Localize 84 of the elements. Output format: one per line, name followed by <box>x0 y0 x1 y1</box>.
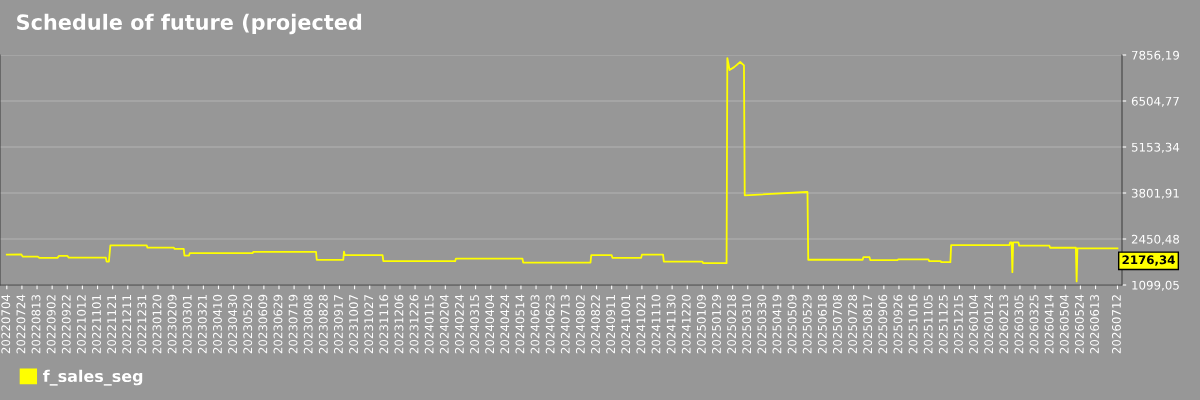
y-tick-label: 2450,48 <box>1131 234 1180 245</box>
x-tick-label: 20240802 <box>575 295 585 354</box>
y-tick-label: 5153,34 <box>1131 142 1180 153</box>
x-tick-label: 20250129 <box>712 294 721 354</box>
x-tick-label: 20220902 <box>46 295 56 354</box>
y-tick-label: 1099,05 <box>1132 280 1179 291</box>
x-tick-label: 20260524 <box>1074 294 1084 354</box>
x-tick-label: 20240315 <box>470 295 479 354</box>
x-tick-label: 20231027 <box>364 295 374 354</box>
x-tick-label: 20260325 <box>1029 295 1039 354</box>
x-tick-label: 20250509 <box>787 294 797 354</box>
x-tick-label: 20221101 <box>92 295 101 354</box>
x-tick-label: 20241021 <box>636 295 646 354</box>
x-tick-label: 20250708 <box>832 294 842 354</box>
x-tick-label: 20240514 <box>515 294 525 354</box>
x-tick-label: 20231226 <box>409 294 419 354</box>
x-tick-label: 20230719 <box>288 294 298 354</box>
x-tick-label: 20221012 <box>76 295 86 354</box>
x-tick-label: 20250817 <box>863 295 873 354</box>
x-tick-label: 20260213 <box>999 294 1009 354</box>
x-tick-label: 20260712 <box>1111 295 1121 354</box>
x-tick-label: 20250728 <box>848 294 858 354</box>
x-tick-label: 20230209 <box>167 294 177 354</box>
x-tick-label: 20220813 <box>31 294 41 354</box>
x-tick-label: 20250529 <box>802 294 812 354</box>
x-tick-label: 20260504 <box>1059 294 1069 354</box>
x-tick-label: 20250310 <box>742 294 752 354</box>
x-tick-label: 20240115 <box>424 295 434 354</box>
y-tick-label: 3801,91 <box>1131 188 1179 199</box>
x-tick-label: 20221211 <box>122 295 132 354</box>
chart-title: Schedule of future (projected <box>17 13 362 35</box>
x-tick-label: 20220724 <box>16 294 26 354</box>
y-tick-label: 7856,19 <box>1132 50 1180 61</box>
x-tick-label: 20240404 <box>485 294 495 354</box>
x-tick-label: 20221121 <box>107 295 117 354</box>
x-tick-label: 20251105 <box>923 295 933 354</box>
x-tick-label: 20230410 <box>213 294 222 354</box>
x-tick-label: 20231116 <box>379 294 389 354</box>
x-tick-label: 20240204 <box>439 294 449 354</box>
x-tick-label: 20251215 <box>953 295 963 354</box>
x-tick-label: 20250906 <box>878 294 888 354</box>
x-tick-label: 20230321 <box>197 295 207 354</box>
x-tick-label: 20240713 <box>560 294 570 354</box>
annotation: 2176,34 <box>1122 255 1175 266</box>
legend-label: f_sales_seg <box>43 369 143 386</box>
x-tick-label: 20230609 <box>258 294 268 354</box>
x-tick-label: 20250926 <box>893 294 903 354</box>
x-tick-label: 20230120 <box>152 294 162 354</box>
x-tick-label: 20241130 <box>666 294 676 354</box>
x-tick-label: 20221231 <box>137 295 147 354</box>
x-tick-label: 20250618 <box>817 294 827 354</box>
line-series <box>5 57 1119 283</box>
x-tick-label: 20240623 <box>545 294 555 354</box>
x-tick-label: 20241220 <box>681 294 691 354</box>
x-tick-label: 20230430 <box>228 294 238 354</box>
x-tick-label: 20220922 <box>61 295 71 354</box>
x-tick-label: 20250419 <box>772 294 782 354</box>
x-tick-label: 20260124 <box>984 294 994 354</box>
x-tick-label: 20231206 <box>394 294 404 354</box>
x-tick-label: 20240224 <box>454 294 464 354</box>
x-tick-label: 20251125 <box>938 295 948 354</box>
x-tick-label: 20241001 <box>621 295 631 354</box>
x-tick-label: 20241110 <box>651 294 661 354</box>
x-tick-label: 20240424 <box>500 294 510 354</box>
x-tick-label: 20250218 <box>727 294 737 354</box>
x-tick-label: 20230301 <box>182 295 192 354</box>
x-tick-label: 20250109 <box>696 294 706 354</box>
x-tick-label: 20220704 <box>1 294 11 354</box>
x-tick-label: 20251016 <box>908 294 918 354</box>
x-tick-label: 20240911 <box>606 295 616 354</box>
x-tick-label: 20250330 <box>757 294 767 354</box>
x-tick-label: 20230629 <box>273 294 283 354</box>
x-tick-label: 20230917 <box>333 295 343 354</box>
x-tick-label: 20240822 <box>591 295 600 354</box>
x-tick-label: 20260305 <box>1014 295 1024 354</box>
x-tick-label: 20230808 <box>303 294 313 354</box>
x-tick-label: 20230520 <box>243 294 253 354</box>
x-tick-label: 20240603 <box>530 294 540 354</box>
x-tick-label: 20230828 <box>318 294 328 354</box>
x-tick-label: 20260414 <box>1044 294 1054 354</box>
x-tick-label: 20260613 <box>1090 294 1099 354</box>
x-tick-label: 20231007 <box>349 295 359 354</box>
y-tick-label: 6504,77 <box>1131 96 1179 107</box>
x-tick-label: 20260104 <box>969 294 978 354</box>
